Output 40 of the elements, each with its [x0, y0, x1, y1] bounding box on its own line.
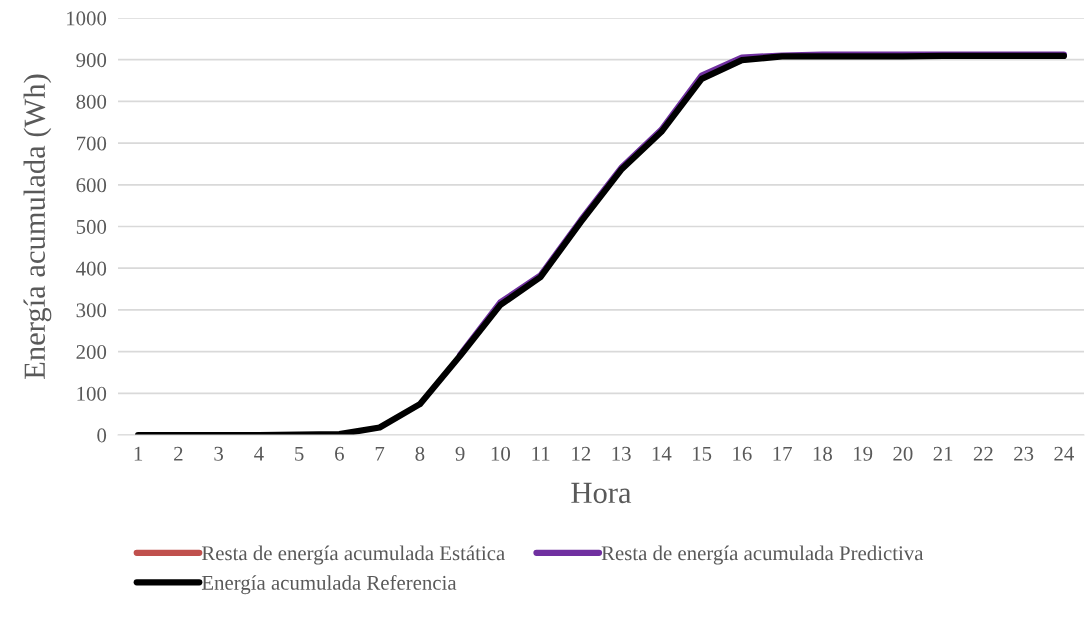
- x-tick-label: 17: [773, 446, 792, 461]
- y-tick-label: 300: [76, 303, 107, 318]
- y-tick-label: 1000: [67, 11, 107, 26]
- x-tick-label: 8: [415, 446, 425, 461]
- y-axis-title: Energía acumulada (Wh): [23, 74, 52, 379]
- x-tick-label: 20: [893, 446, 913, 461]
- x-tick-label: 22: [973, 446, 993, 461]
- x-tick-label: 23: [1014, 446, 1034, 461]
- x-tick-label: 15: [693, 446, 712, 461]
- y-tick-label: 500: [76, 219, 107, 234]
- x-tick-label: 21: [933, 446, 953, 461]
- x-tick-label: 11: [532, 446, 550, 461]
- y-tick-label: 600: [76, 178, 107, 193]
- x-tick-label: 10: [491, 446, 510, 461]
- y-tick-label: 900: [76, 53, 107, 68]
- x-tick-label: 14: [652, 446, 672, 461]
- y-tick-label: 200: [76, 344, 107, 360]
- y-tick-label: 700: [77, 136, 107, 151]
- y-tick-label: 400: [76, 261, 107, 276]
- x-tick-label: 13: [612, 446, 631, 461]
- legend-label: Energía acumulada Referencia: [201, 574, 457, 595]
- x-tick-label: 1: [134, 446, 143, 461]
- legend-label: Resta de energía acumulada Predictiva: [601, 545, 924, 565]
- x-tick-label: 12: [572, 446, 591, 461]
- x-tick-label: 9: [455, 446, 465, 461]
- x-tick-label: 4: [254, 446, 264, 461]
- x-tick-label: 7: [375, 446, 385, 461]
- x-tick-label: 5: [295, 446, 304, 461]
- legend-label: Resta de energía acumulada Estática: [201, 545, 505, 565]
- x-tick-label: 19: [854, 446, 873, 461]
- x-axis-title: Hora: [571, 482, 632, 504]
- x-tick-label: 2: [174, 446, 183, 461]
- y-tick-label: 0: [97, 428, 107, 443]
- x-tick-label: 6: [335, 446, 344, 461]
- x-tick-label: 3: [214, 446, 224, 461]
- x-tick-label: 16: [733, 446, 752, 461]
- x-tick-label: 18: [813, 446, 832, 461]
- y-tick-label: 800: [76, 94, 107, 109]
- y-tick-label: 100: [77, 386, 107, 401]
- x-tick-label: 24: [1054, 446, 1074, 461]
